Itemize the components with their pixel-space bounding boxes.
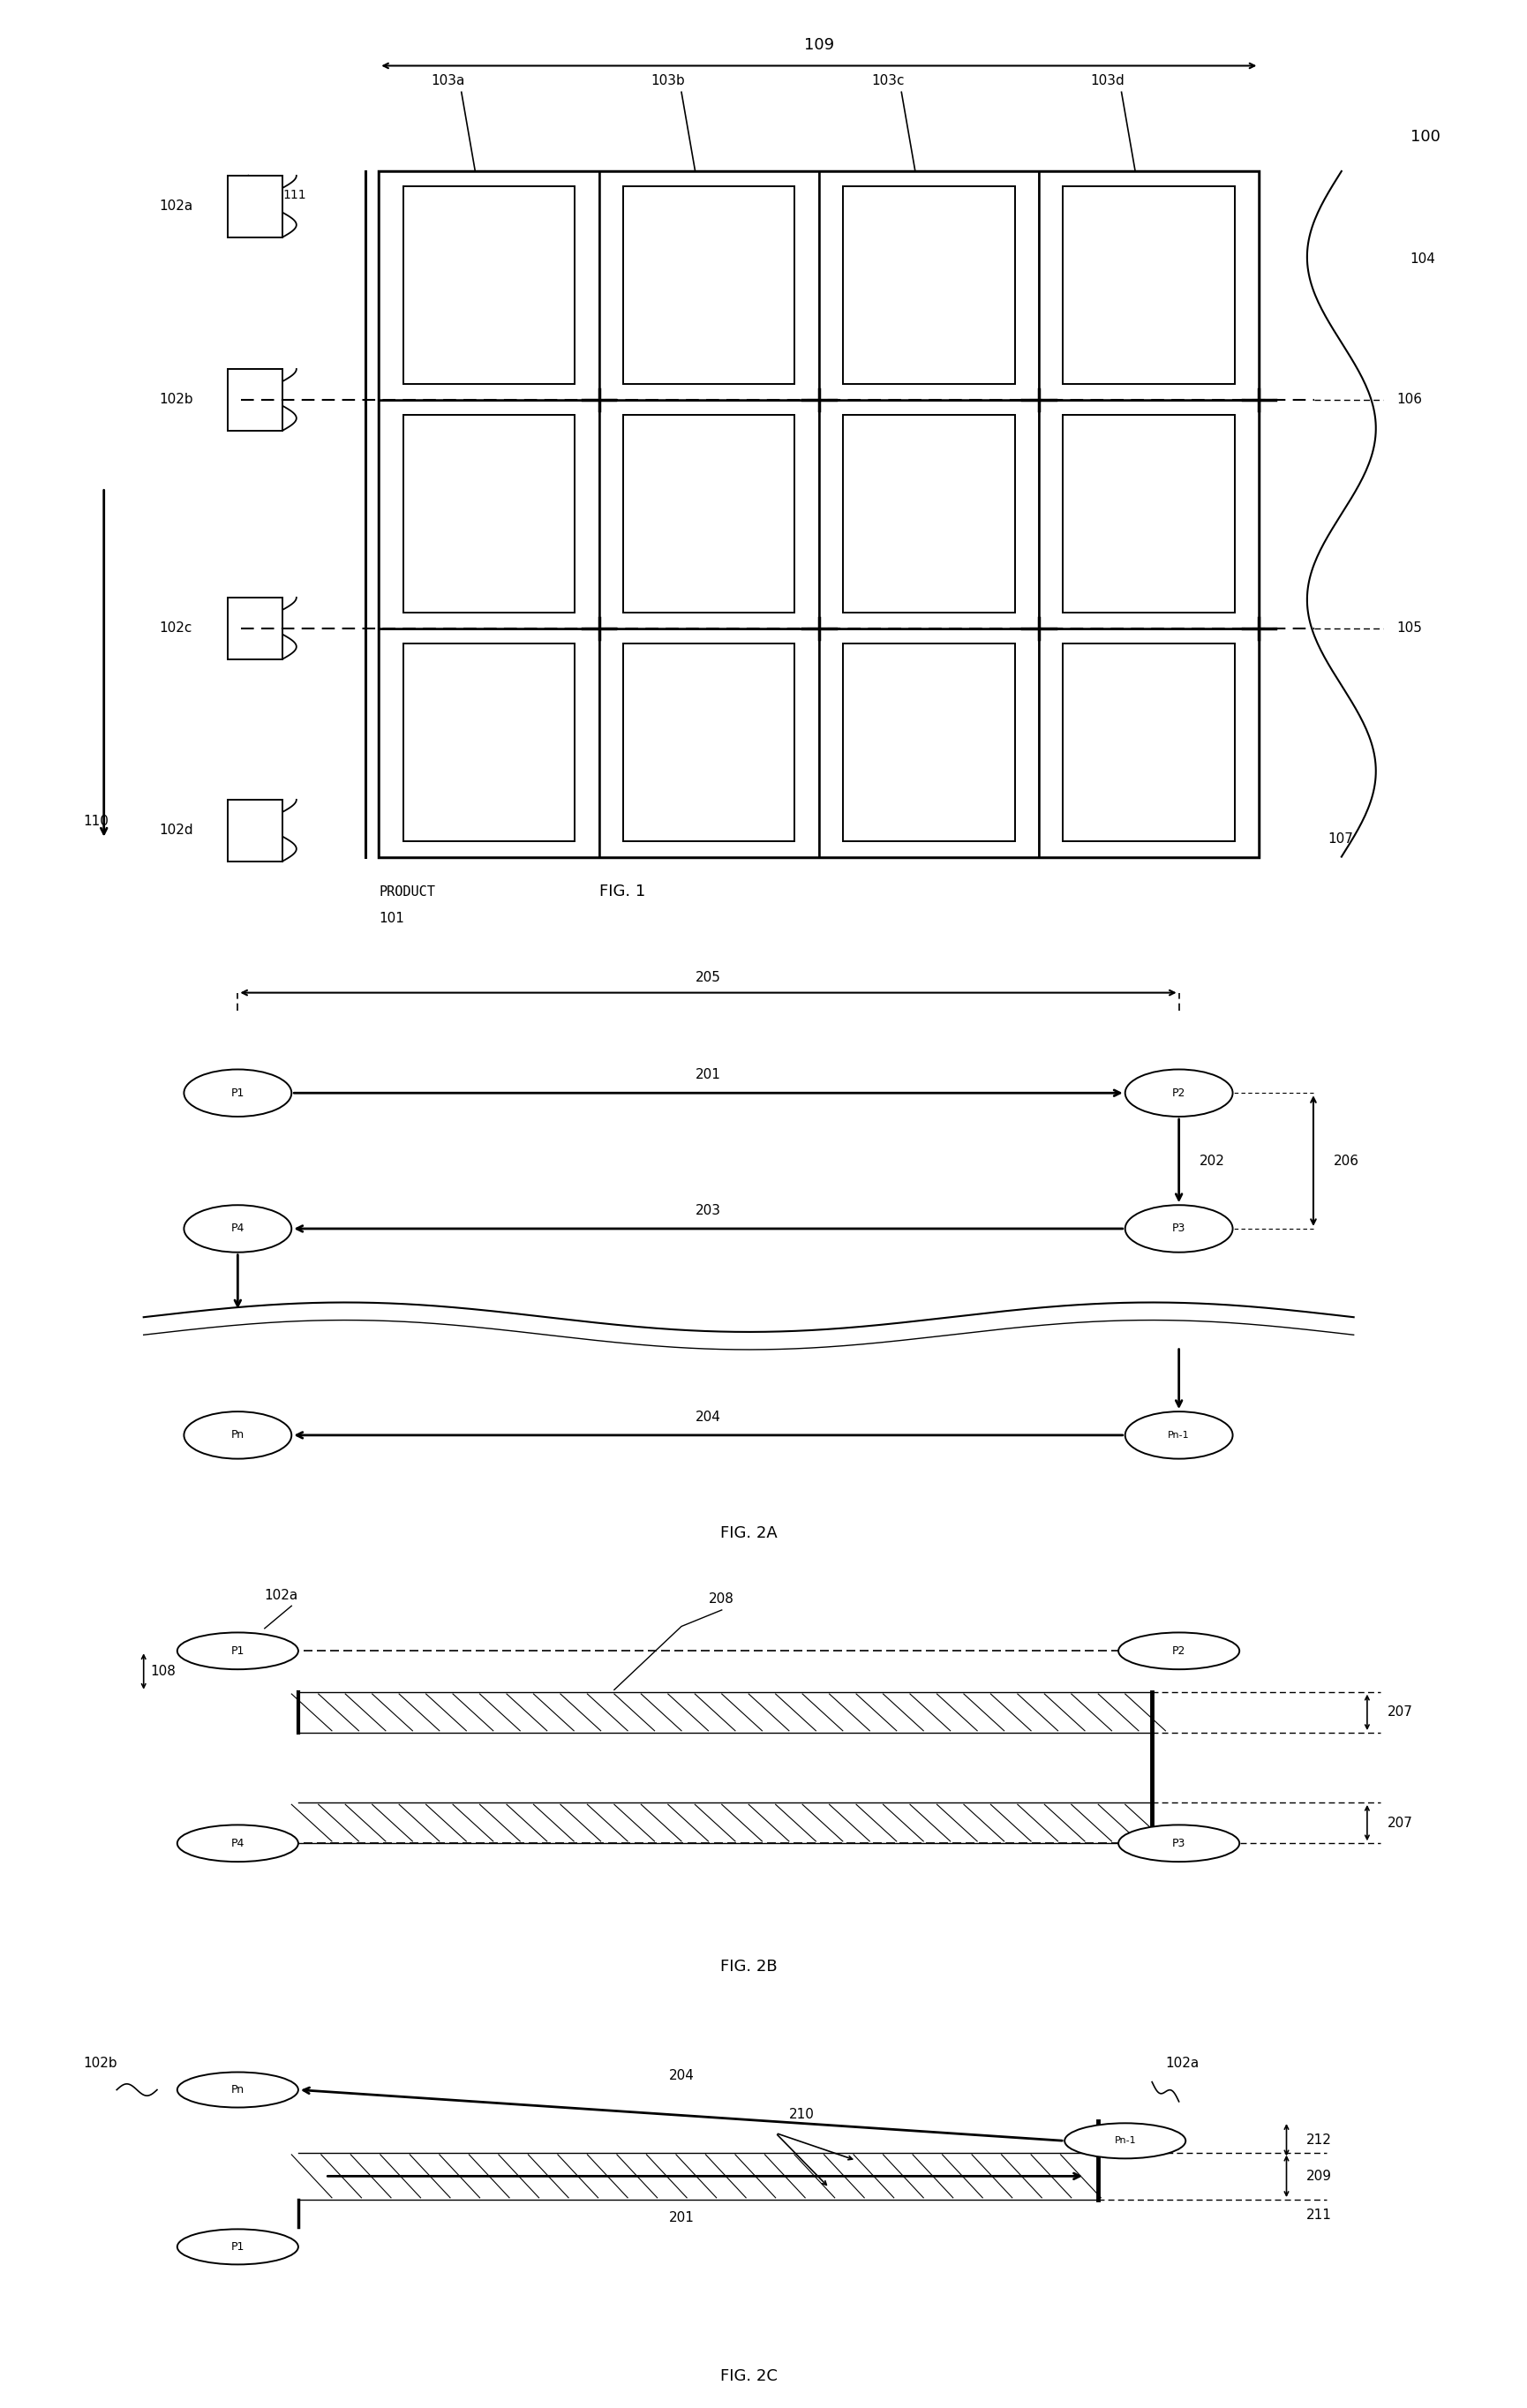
Text: 104: 104 bbox=[1409, 253, 1435, 265]
Bar bbox=[818, 171, 1038, 400]
Text: 204: 204 bbox=[695, 1411, 721, 1423]
Circle shape bbox=[177, 2230, 298, 2264]
Text: 103b: 103b bbox=[651, 75, 684, 87]
Circle shape bbox=[1124, 1204, 1232, 1252]
Bar bbox=[818, 628, 1038, 857]
Text: 108: 108 bbox=[150, 1664, 176, 1678]
Bar bbox=[1038, 171, 1258, 400]
Text: 108: 108 bbox=[252, 190, 276, 202]
Bar bbox=[1038, 628, 1258, 857]
Text: 102d: 102d bbox=[159, 824, 192, 838]
Text: 102a: 102a bbox=[1165, 2056, 1199, 2071]
Text: 102b: 102b bbox=[82, 2056, 118, 2071]
Text: 102b: 102b bbox=[159, 393, 192, 407]
Text: Pn: Pn bbox=[231, 2083, 244, 2095]
Circle shape bbox=[177, 1633, 298, 1669]
Bar bbox=[298, 1693, 1148, 1734]
Text: 102c: 102c bbox=[159, 621, 192, 636]
Text: FIG. 1: FIG. 1 bbox=[599, 884, 644, 901]
Bar bbox=[379, 171, 599, 400]
Text: FIG. 2B: FIG. 2B bbox=[719, 1958, 777, 1975]
Bar bbox=[599, 628, 818, 857]
Bar bbox=[623, 643, 794, 840]
Text: P3: P3 bbox=[1171, 1837, 1185, 1849]
Circle shape bbox=[1118, 1825, 1238, 1861]
Circle shape bbox=[183, 1411, 292, 1459]
Text: FIG. 2A: FIG. 2A bbox=[719, 1527, 777, 1541]
Text: 211: 211 bbox=[1306, 2208, 1332, 2223]
Bar bbox=[818, 400, 1038, 628]
Circle shape bbox=[183, 1204, 292, 1252]
Text: 201: 201 bbox=[669, 2211, 693, 2225]
Circle shape bbox=[1064, 2124, 1185, 2158]
Bar bbox=[623, 188, 794, 385]
Text: P2: P2 bbox=[1171, 1645, 1185, 1657]
Bar bbox=[403, 643, 574, 840]
Circle shape bbox=[183, 1069, 292, 1117]
Bar bbox=[623, 414, 794, 612]
Bar bbox=[403, 188, 574, 385]
Bar bbox=[403, 414, 574, 612]
Circle shape bbox=[1118, 1633, 1238, 1669]
Text: 201: 201 bbox=[695, 1069, 721, 1081]
Bar bbox=[1063, 643, 1234, 840]
Text: 208: 208 bbox=[709, 1592, 734, 1606]
Text: P1: P1 bbox=[231, 1088, 244, 1098]
Text: 100: 100 bbox=[1409, 130, 1440, 144]
Text: 103c: 103c bbox=[870, 75, 904, 87]
Text: 111: 111 bbox=[282, 190, 305, 202]
Text: 102a: 102a bbox=[159, 200, 192, 212]
Text: FIG. 2C: FIG. 2C bbox=[719, 2369, 777, 2384]
Text: 209: 209 bbox=[1306, 2170, 1332, 2182]
Text: 103a: 103a bbox=[431, 75, 464, 87]
Text: 101: 101 bbox=[379, 913, 405, 925]
Text: 203: 203 bbox=[695, 1204, 721, 1216]
Circle shape bbox=[177, 2073, 298, 2107]
Text: P4: P4 bbox=[231, 1837, 244, 1849]
Text: Pn-1: Pn-1 bbox=[1113, 2136, 1136, 2146]
Text: P4: P4 bbox=[231, 1223, 244, 1235]
Text: Pn: Pn bbox=[231, 1430, 244, 1440]
Bar bbox=[1063, 188, 1234, 385]
Text: 106: 106 bbox=[1396, 393, 1422, 407]
Circle shape bbox=[1124, 1069, 1232, 1117]
Text: 110: 110 bbox=[84, 814, 108, 828]
Text: P3: P3 bbox=[1171, 1223, 1185, 1235]
Text: 207: 207 bbox=[1387, 1816, 1412, 1830]
Bar bbox=[228, 799, 282, 862]
Text: Pn-1: Pn-1 bbox=[1167, 1430, 1190, 1440]
Bar bbox=[379, 171, 1258, 857]
Bar bbox=[1038, 400, 1258, 628]
Bar bbox=[599, 171, 818, 400]
Text: 212: 212 bbox=[1306, 2133, 1332, 2146]
Text: 102a: 102a bbox=[264, 1589, 298, 1601]
Text: 103d: 103d bbox=[1090, 75, 1124, 87]
Bar bbox=[379, 400, 599, 628]
Circle shape bbox=[1124, 1411, 1232, 1459]
Text: P2: P2 bbox=[1171, 1088, 1185, 1098]
Text: 109: 109 bbox=[803, 36, 834, 53]
Bar bbox=[1063, 414, 1234, 612]
Text: PRODUCT: PRODUCT bbox=[379, 886, 435, 898]
Text: 205: 205 bbox=[695, 970, 721, 985]
Bar bbox=[379, 628, 599, 857]
Bar bbox=[228, 368, 282, 431]
Bar bbox=[599, 400, 818, 628]
Text: 202: 202 bbox=[1199, 1153, 1223, 1168]
Bar bbox=[843, 643, 1014, 840]
Bar bbox=[228, 597, 282, 660]
Text: 107: 107 bbox=[1327, 833, 1353, 845]
Text: P1: P1 bbox=[231, 2242, 244, 2251]
Circle shape bbox=[177, 1825, 298, 1861]
Bar bbox=[843, 188, 1014, 385]
Bar bbox=[843, 414, 1014, 612]
Text: 204: 204 bbox=[669, 2068, 693, 2083]
Bar bbox=[228, 176, 282, 236]
Text: P1: P1 bbox=[231, 1645, 244, 1657]
Text: 105: 105 bbox=[1396, 621, 1422, 636]
Text: 210: 210 bbox=[788, 2107, 814, 2121]
Text: 206: 206 bbox=[1333, 1153, 1359, 1168]
Text: 207: 207 bbox=[1387, 1705, 1412, 1719]
